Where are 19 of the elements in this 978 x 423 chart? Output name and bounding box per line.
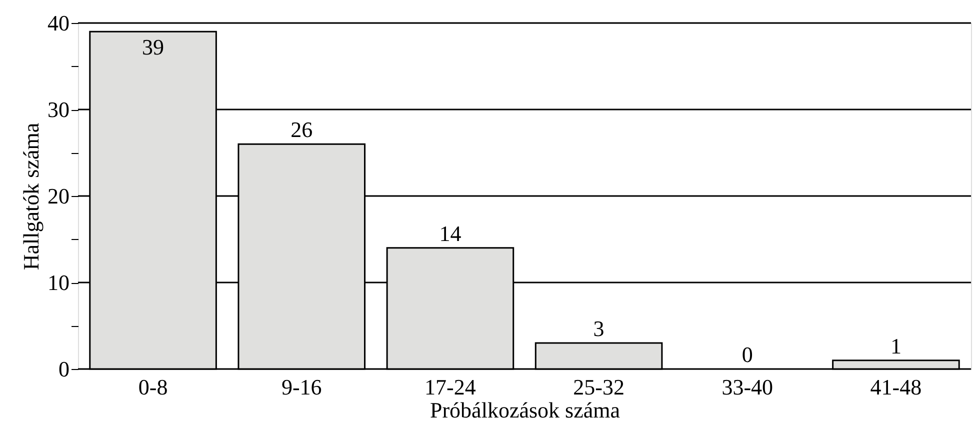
- x-tick-label: 33-40: [722, 374, 774, 400]
- y-tick-label: 20: [48, 184, 70, 208]
- y-tick-label: 0: [58, 356, 70, 382]
- data-label: 1: [890, 333, 902, 358]
- x-tick-label: 9-16: [281, 374, 322, 400]
- x-tick-label: 25-32: [573, 374, 624, 400]
- y-axis-title: Hallgatók száma: [18, 122, 44, 270]
- data-label: 14: [439, 220, 462, 246]
- x-tick-label: 17-24: [424, 374, 476, 400]
- x-axis-title: Próbálkozások száma: [430, 398, 620, 422]
- data-label: 26: [290, 117, 313, 142]
- data-label: 0: [742, 342, 753, 367]
- x-tick-label: 41-48: [870, 374, 922, 400]
- x-tick-label: 0-8: [138, 374, 168, 400]
- y-tick-label: 30: [48, 97, 70, 122]
- y-tick-label: 40: [48, 10, 70, 36]
- data-label: 3: [593, 316, 604, 342]
- y-tick-label: 10: [48, 270, 70, 295]
- data-label: 39: [142, 34, 164, 60]
